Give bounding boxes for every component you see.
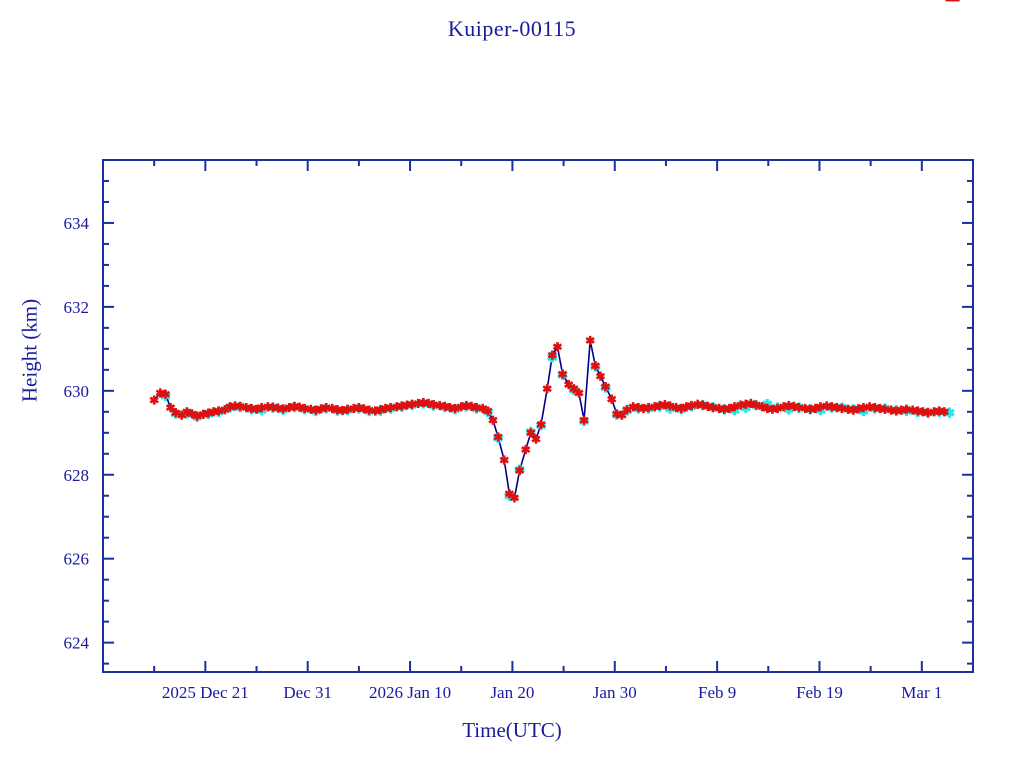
x-tick-label: Dec 31 bbox=[283, 683, 332, 702]
x-tick-label: Feb 9 bbox=[698, 683, 736, 702]
x-tick-label: 2026 Jan 10 bbox=[369, 683, 451, 702]
data-point-marker bbox=[488, 415, 498, 425]
y-tick-label: 626 bbox=[64, 550, 90, 569]
plot-frame bbox=[102, 159, 974, 673]
x-tick-label: Feb 19 bbox=[796, 683, 843, 702]
data-point-marker bbox=[542, 384, 552, 394]
x-tick-label: Mar 1 bbox=[901, 683, 942, 702]
data-point-marker bbox=[607, 394, 617, 404]
data-point-marker bbox=[514, 465, 525, 476]
data-point-marker bbox=[149, 395, 159, 405]
data-point-marker bbox=[557, 369, 568, 379]
data-point-marker bbox=[552, 342, 563, 352]
data-point-marker bbox=[521, 444, 531, 455]
data-point-marker bbox=[574, 388, 584, 398]
data-point-marker bbox=[499, 455, 509, 465]
data-point-marker bbox=[526, 428, 536, 438]
page-title: Kuiper-00115 bbox=[447, 16, 577, 41]
data-point-marker bbox=[590, 361, 600, 371]
x-axis-title: Time(UTC) bbox=[462, 718, 562, 742]
data-point-marker bbox=[772, 403, 783, 414]
data-line bbox=[153, 340, 945, 500]
primary-marker-layer bbox=[149, 0, 960, 503]
data-point-marker bbox=[665, 401, 675, 411]
data-point-marker bbox=[595, 371, 606, 381]
ticks-layer bbox=[102, 160, 974, 672]
data-point-marker bbox=[729, 402, 740, 412]
y-tick-label: 630 bbox=[64, 382, 90, 401]
data-point-marker bbox=[617, 410, 627, 420]
x-tick-label: 2025 Dec 21 bbox=[162, 683, 249, 702]
data-point-marker bbox=[160, 389, 171, 399]
x-tick-label: Jan 30 bbox=[593, 683, 637, 702]
data-point-marker bbox=[751, 400, 761, 410]
data-point-marker bbox=[509, 493, 520, 503]
y-tick-label: 628 bbox=[64, 466, 90, 485]
y-tick-label: 634 bbox=[64, 214, 90, 233]
data-point-marker bbox=[547, 350, 557, 360]
data-point-marker bbox=[579, 415, 589, 425]
data-point-marker bbox=[939, 407, 949, 417]
data-point-marker bbox=[483, 406, 493, 416]
data-point-marker bbox=[531, 434, 541, 444]
data-point-marker bbox=[493, 432, 503, 442]
data-point-marker bbox=[192, 411, 202, 421]
data-point-marker bbox=[165, 403, 176, 413]
y-tick-label: 624 bbox=[64, 634, 90, 653]
data-point-marker bbox=[536, 419, 546, 429]
data-point-marker bbox=[585, 335, 595, 346]
x-tick-label: Jan 20 bbox=[490, 683, 534, 702]
data-point-marker bbox=[450, 403, 460, 414]
secondary-marker-layer bbox=[160, 352, 955, 501]
tick-labels-layer: 624 626 628 630 632 634 2025 Dec 21 Dec 31 2026 … bbox=[64, 214, 943, 702]
data-line-layer bbox=[153, 340, 945, 500]
axes-layer bbox=[102, 159, 974, 673]
data-point-marker bbox=[600, 382, 611, 392]
y-tick-label: 632 bbox=[64, 298, 90, 317]
